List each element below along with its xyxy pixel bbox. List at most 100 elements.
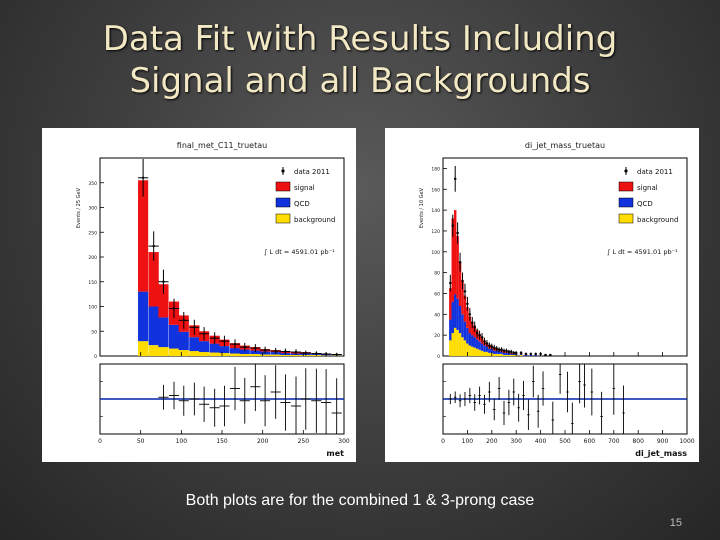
data-point: [199, 327, 210, 341]
data-point: [466, 296, 469, 311]
stack-bar-background: [461, 337, 464, 356]
stack-bar-qcd: [209, 343, 220, 353]
ratio-point: [321, 369, 332, 434]
ratio-point: [300, 368, 311, 430]
x-tick-label: 300: [338, 438, 350, 445]
dijet-mass-histogram-chart: di_jet_mass_truetau 0 20 40 60 80 100 120 140 160…: [419, 141, 695, 458]
stack-bar-qcd: [189, 337, 200, 352]
stack-bar-background: [488, 352, 491, 356]
stack-bar-background: [466, 343, 469, 356]
x-tick-label: 600: [584, 438, 596, 445]
y-tick-label: 100: [88, 305, 97, 311]
data-marker: [544, 353, 547, 357]
stack-bar-qcd: [478, 341, 481, 350]
data-marker: [488, 344, 491, 347]
y-tick-label: 100: [431, 250, 440, 256]
y-tick-label: 60: [434, 291, 440, 297]
luminosity-label: ∫ L dt = 4591.01 pb⁻¹: [607, 248, 678, 256]
data-marker: [449, 281, 452, 285]
data-point: [549, 353, 552, 357]
data-point: [493, 344, 496, 351]
data-marker: [152, 244, 155, 248]
met-histogram-chart: final_met_C11_truetau 0 50 100 150 200 250 300 3…: [76, 141, 350, 458]
stack-bar-qcd: [239, 349, 250, 355]
x-tick-label: 400: [535, 438, 547, 445]
y-tick-label: 50: [91, 329, 97, 335]
data-point: [260, 346, 271, 354]
data-point: [456, 222, 459, 244]
stack-bar-background: [505, 354, 508, 356]
chart-title: final_met_C11_truetau: [177, 141, 267, 150]
data-point: [321, 352, 332, 356]
stack-bar-qcd: [456, 298, 459, 330]
ratio-point: [532, 365, 535, 398]
data-marker: [315, 352, 318, 355]
data-point: [519, 351, 523, 355]
data-marker: [454, 177, 457, 181]
data-point: [507, 349, 511, 354]
data-point: [471, 317, 474, 329]
data-point: [451, 214, 454, 237]
ratio-point: [478, 386, 481, 405]
stack-bar-background: [480, 350, 484, 356]
ratio-point: [463, 391, 467, 407]
ratio-point: [229, 366, 241, 411]
ratio-point: [250, 364, 261, 412]
data-point: [478, 330, 481, 340]
stack-bar-signal: [158, 284, 169, 318]
data-point: [505, 348, 508, 354]
luminosity-label: ∫ L dt = 4591.01 pb⁻¹: [264, 248, 335, 256]
ratio-point: [260, 375, 271, 427]
stack-bar-background: [458, 333, 462, 356]
x-tick-label: 200: [257, 438, 269, 445]
stack-bar-qcd: [505, 352, 508, 355]
stack-bar-background: [449, 340, 452, 356]
stack-bar-background: [148, 345, 159, 356]
y-tick-label: 20: [434, 333, 440, 339]
legend-swatch: [275, 181, 291, 192]
stack-bar-background: [483, 351, 486, 356]
stack-bar-signal: [451, 218, 454, 302]
ratio-point: [280, 374, 291, 431]
data-marker: [490, 345, 493, 348]
stack-bar-qcd: [461, 314, 464, 338]
ratio-point: [178, 385, 189, 416]
ratio-point: [311, 368, 322, 433]
stack-bar-background: [158, 347, 169, 356]
stack-bar-background: [463, 340, 467, 356]
x-tick-label: 500: [559, 438, 571, 445]
data-point: [270, 347, 281, 355]
stack-bar-background: [456, 329, 459, 356]
legend-label: background: [294, 216, 335, 224]
stack-bar-signal: [463, 295, 467, 322]
ratio-point: [497, 377, 501, 400]
data-point: [239, 342, 250, 352]
stack-bar-qcd: [449, 319, 452, 341]
data-marker: [468, 313, 472, 316]
data-marker: [505, 349, 508, 352]
data-point: [529, 352, 533, 356]
stack-bar-qcd: [453, 294, 457, 328]
stack-bar-qcd: [502, 352, 506, 355]
legend-label: data 2011: [294, 168, 330, 176]
stack-bar-background: [500, 353, 503, 356]
ratio-point: [600, 391, 603, 434]
ratio-point: [566, 371, 569, 413]
data-marker: [463, 290, 467, 293]
legend-item: signal: [275, 181, 315, 192]
stack-bar-background: [219, 353, 230, 356]
data-marker: [502, 349, 506, 352]
ratio-point: [209, 388, 220, 427]
ratio-point: [488, 381, 491, 403]
stack-bar-signal: [458, 262, 462, 306]
data-point: [229, 339, 241, 349]
ratio-point: [541, 371, 545, 406]
data-marker: [223, 339, 226, 343]
stack-bar-signal: [471, 321, 474, 336]
chart-title: di_jet_mass_truetau: [525, 141, 605, 150]
stack-bar-background: [519, 354, 523, 356]
data-marker: [335, 353, 338, 356]
stack-bar-signal: [148, 252, 159, 307]
data-point: [480, 333, 484, 342]
legend-label: signal: [637, 184, 658, 192]
